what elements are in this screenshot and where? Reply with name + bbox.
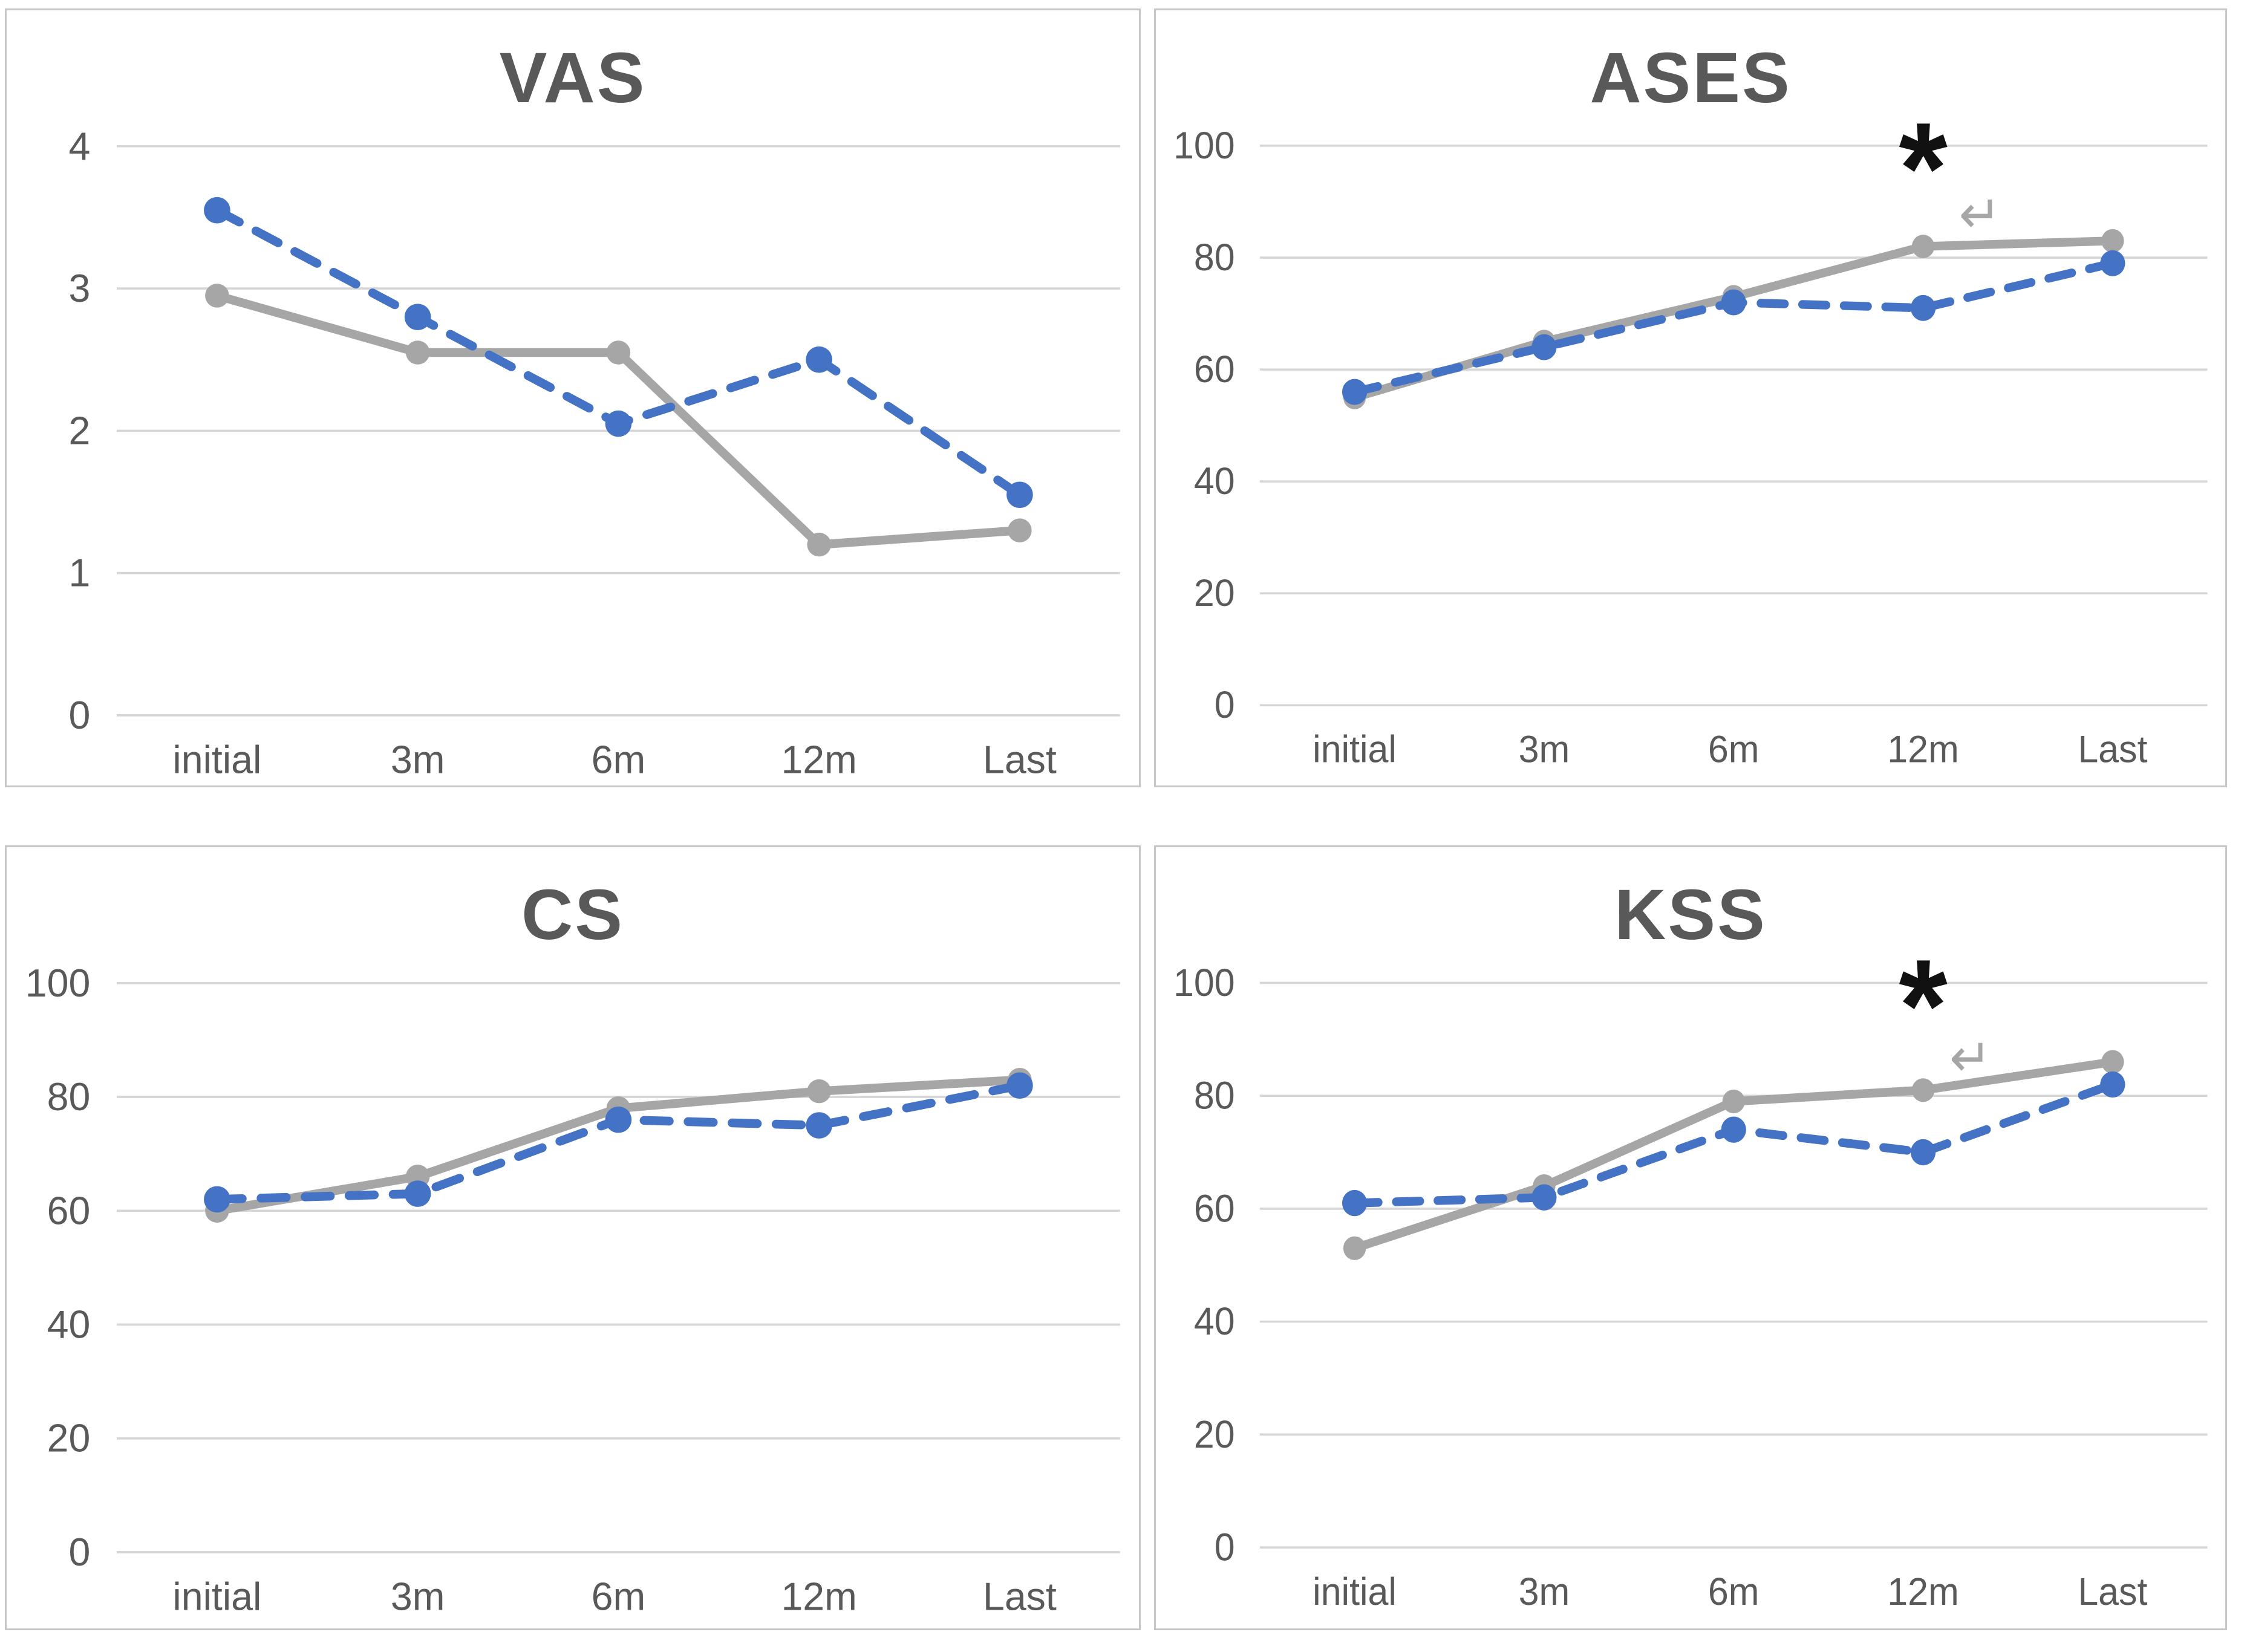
data-point-marker-dashed-blue xyxy=(2100,1071,2125,1098)
x-axis-category-label: initial xyxy=(1313,1570,1397,1613)
data-point-marker-solid-gray xyxy=(807,532,831,557)
x-axis-category-label: 6m xyxy=(1708,728,1760,770)
chart-panel-ases: ASES 0 20 40 60 80 100 initial 3m 6m 12m Last * ↵ xyxy=(1154,8,2227,787)
data-point-marker-dashed-blue xyxy=(404,1180,431,1207)
data-point-marker-dashed-blue xyxy=(1910,1139,1936,1165)
x-axis-category-label: Last xyxy=(983,1575,1057,1618)
series-line-dashed-blue xyxy=(1350,258,2117,397)
chart-title-kss: KSS xyxy=(1614,875,1767,955)
x-axis-category-label: Last xyxy=(983,738,1057,781)
x-axis-category-label: 6m xyxy=(1708,1570,1760,1613)
y-axis-tick-label: 40 xyxy=(1194,1300,1235,1344)
data-point-marker-solid-gray xyxy=(1911,1078,1935,1102)
y-axis-tick-label: 80 xyxy=(1194,1074,1235,1117)
x-axis-category-label: 6m xyxy=(592,738,646,781)
x-axis-category-label: 6m xyxy=(592,1575,646,1618)
y-axis-tick-label: 0 xyxy=(68,1530,90,1574)
data-point-marker-solid-gray xyxy=(2101,229,2124,253)
y-axis-tick-label: 20 xyxy=(1194,1413,1235,1456)
y-axis-tick-label: 40 xyxy=(1194,460,1235,502)
x-axis-category-label: 3m xyxy=(1519,1570,1570,1613)
chart-title-cs: CS xyxy=(521,875,624,955)
y-axis-tick-label: 60 xyxy=(1194,348,1235,391)
y-axis-tick-label: 40 xyxy=(47,1302,91,1346)
chart-canvas: 0 20 40 60 80 100 initial 3m 6m 12m Last * ↵ xyxy=(1173,955,2208,1613)
line-chart-vas: 0 1 2 3 4 initial 3m 6m 12m Last xyxy=(7,118,1139,785)
data-point-marker-dashed-blue xyxy=(1721,289,1746,316)
data-point-marker-dashed-blue xyxy=(1531,1184,1557,1211)
data-point-marker-dashed-blue xyxy=(204,1186,230,1213)
data-point-marker-solid-gray xyxy=(606,340,631,365)
x-axis-category-label: Last xyxy=(2078,1570,2147,1613)
data-point-marker-dashed-blue xyxy=(1006,481,1033,508)
data-point-marker-solid-gray xyxy=(405,340,430,365)
y-axis-tick-label: 60 xyxy=(1194,1187,1235,1231)
data-point-marker-solid-gray xyxy=(1722,1089,1745,1113)
data-point-marker-dashed-blue xyxy=(1721,1116,1746,1143)
data-point-marker-dashed-blue xyxy=(605,410,632,437)
line-chart-ases: 0 20 40 60 80 100 initial 3m 6m 12m Last * ↵ xyxy=(1156,118,2225,785)
data-point-marker-dashed-blue xyxy=(605,1106,632,1133)
data-point-marker-dashed-blue xyxy=(404,304,431,330)
y-axis-tick-label: 80 xyxy=(47,1075,91,1119)
data-point-marker-dashed-blue xyxy=(806,346,832,373)
chart-title-ases: ASES xyxy=(1590,38,1792,118)
data-point-marker-solid-gray xyxy=(807,1079,831,1104)
x-axis-category-label: 12m xyxy=(781,1575,856,1618)
line-chart-cs: 0 20 40 60 80 100 initial 3m 6m 12m Last xyxy=(7,955,1139,1628)
y-axis-tick-label: 60 xyxy=(47,1189,91,1232)
chart-panel-vas: VAS 0 1 2 3 4 initial 3m 6m 12m Last xyxy=(5,8,1141,787)
data-point-marker-dashed-blue xyxy=(1342,379,1368,405)
data-point-marker-solid-gray xyxy=(2101,1050,2124,1074)
chart-canvas: 0 20 40 60 80 100 initial 3m 6m 12m Last * ↵ xyxy=(1173,118,2208,770)
y-axis-tick-label: 100 xyxy=(1173,961,1235,1004)
x-axis-category-label: 3m xyxy=(391,1575,445,1618)
y-axis-tick-label: 100 xyxy=(1173,125,1235,167)
y-axis-tick-label: 3 xyxy=(68,267,90,310)
series-line-solid-gray xyxy=(1350,236,2117,402)
x-axis-category-label: initial xyxy=(172,738,261,781)
x-axis-category-label: 12m xyxy=(1887,728,1959,770)
return-arrow-glyph: ↵ xyxy=(1959,186,2001,244)
y-axis-tick-label: 20 xyxy=(1194,572,1235,614)
data-point-marker-dashed-blue xyxy=(204,197,230,224)
data-point-marker-dashed-blue xyxy=(1006,1072,1033,1099)
data-point-marker-solid-gray xyxy=(1008,518,1032,542)
return-arrow-glyph: ↵ xyxy=(1949,1028,1992,1087)
significance-asterisk: * xyxy=(1899,118,1947,241)
line-chart-kss: 0 20 40 60 80 100 initial 3m 6m 12m Last * ↵ xyxy=(1156,955,2225,1628)
data-point-marker-dashed-blue xyxy=(1910,294,1936,321)
data-point-marker-solid-gray xyxy=(1343,1236,1366,1260)
chart-title-vas: VAS xyxy=(499,38,647,118)
data-point-marker-solid-gray xyxy=(1911,234,1935,258)
y-axis-tick-label: 20 xyxy=(47,1417,91,1460)
significance-asterisk: * xyxy=(1899,955,1948,1079)
y-axis-tick-label: 80 xyxy=(1194,236,1235,279)
data-point-marker-dashed-blue xyxy=(1342,1189,1368,1217)
data-point-marker-dashed-blue xyxy=(2100,250,2125,276)
chart-panel-cs: CS 0 20 40 60 80 100 initial 3m 6m 12m Last xyxy=(5,845,1141,1630)
y-axis-tick-label: 2 xyxy=(68,409,90,452)
data-point-marker-solid-gray xyxy=(205,283,229,308)
x-axis-category-label: 12m xyxy=(1887,1570,1959,1613)
x-axis-category-label: 3m xyxy=(391,738,445,781)
y-axis-tick-label: 100 xyxy=(25,961,91,1005)
x-axis-category-label: initial xyxy=(172,1575,261,1618)
y-axis-tick-label: 0 xyxy=(68,694,90,737)
chart-panel-kss: KSS 0 20 40 60 80 100 initial 3m 6m 12m Last * ↵ xyxy=(1154,845,2227,1630)
x-axis-category-label: initial xyxy=(1313,728,1397,770)
y-axis-tick-label: 4 xyxy=(68,125,90,168)
chart-canvas: 0 20 40 60 80 100 initial 3m 6m 12m Last xyxy=(25,961,1120,1618)
y-axis-tick-label: 0 xyxy=(1215,1526,1235,1569)
x-axis-category-label: 3m xyxy=(1519,728,1570,770)
data-point-marker-dashed-blue xyxy=(806,1112,832,1139)
x-axis-category-label: Last xyxy=(2078,728,2147,770)
y-axis-tick-label: 1 xyxy=(68,551,90,594)
x-axis-category-label: 12m xyxy=(781,738,856,781)
y-axis-tick-label: 0 xyxy=(1215,684,1235,726)
chart-canvas: 0 1 2 3 4 initial 3m 6m 12m Last xyxy=(68,125,1120,781)
data-point-marker-dashed-blue xyxy=(1531,334,1557,360)
